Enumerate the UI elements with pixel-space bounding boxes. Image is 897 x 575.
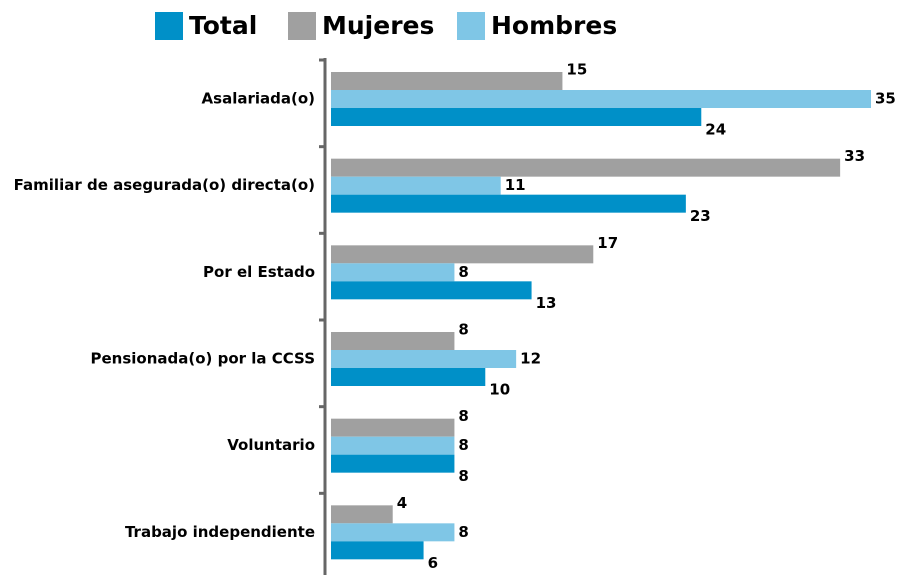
value-label: 8 (458, 436, 468, 454)
value-label: 15 (566, 61, 587, 79)
bar (331, 523, 455, 542)
value-label: 24 (705, 121, 726, 139)
legend-swatch (288, 12, 316, 40)
value-label: 8 (458, 263, 468, 281)
bar (331, 332, 455, 350)
value-label: 8 (458, 467, 468, 485)
legend-label: Mujeres (322, 11, 434, 40)
bar (331, 263, 455, 282)
category-label: Trabajo independiente (125, 523, 315, 541)
bar (331, 418, 455, 437)
bar (331, 350, 517, 368)
category-label: Voluntario (227, 436, 315, 454)
category-label: Por el Estado (203, 263, 315, 281)
bar (331, 108, 702, 126)
bar (331, 72, 563, 90)
value-label: 8 (458, 407, 468, 425)
value-label: 35 (875, 90, 896, 108)
bar (331, 541, 424, 560)
value-label: 17 (597, 234, 618, 252)
bar (331, 176, 501, 195)
bar (331, 245, 594, 264)
value-label: 10 (489, 381, 510, 399)
bar (331, 90, 871, 108)
bar (331, 158, 841, 177)
bar (331, 436, 455, 455)
category-label: Pensionada(o) por la CCSS (91, 350, 316, 368)
bar (331, 454, 455, 473)
value-label: 11 (505, 176, 526, 194)
category-label: Asalariada(o) (202, 90, 315, 108)
value-label: 33 (844, 147, 865, 165)
legend-swatch (155, 12, 183, 40)
value-label: 13 (536, 294, 557, 312)
bar (331, 281, 532, 300)
value-label: 6 (428, 554, 438, 572)
value-label: 8 (458, 523, 468, 541)
value-label: 8 (458, 321, 468, 339)
value-label: 23 (690, 207, 711, 225)
legend-swatch (457, 12, 485, 40)
legend-label: Hombres (491, 11, 617, 40)
bar (331, 505, 393, 524)
value-label: 12 (520, 350, 541, 368)
bar (331, 368, 486, 386)
legend-label: Total (189, 11, 257, 40)
category-label: Familiar de asegurada(o) directa(o) (14, 176, 315, 194)
bar (331, 194, 686, 213)
value-label: 4 (397, 494, 407, 512)
